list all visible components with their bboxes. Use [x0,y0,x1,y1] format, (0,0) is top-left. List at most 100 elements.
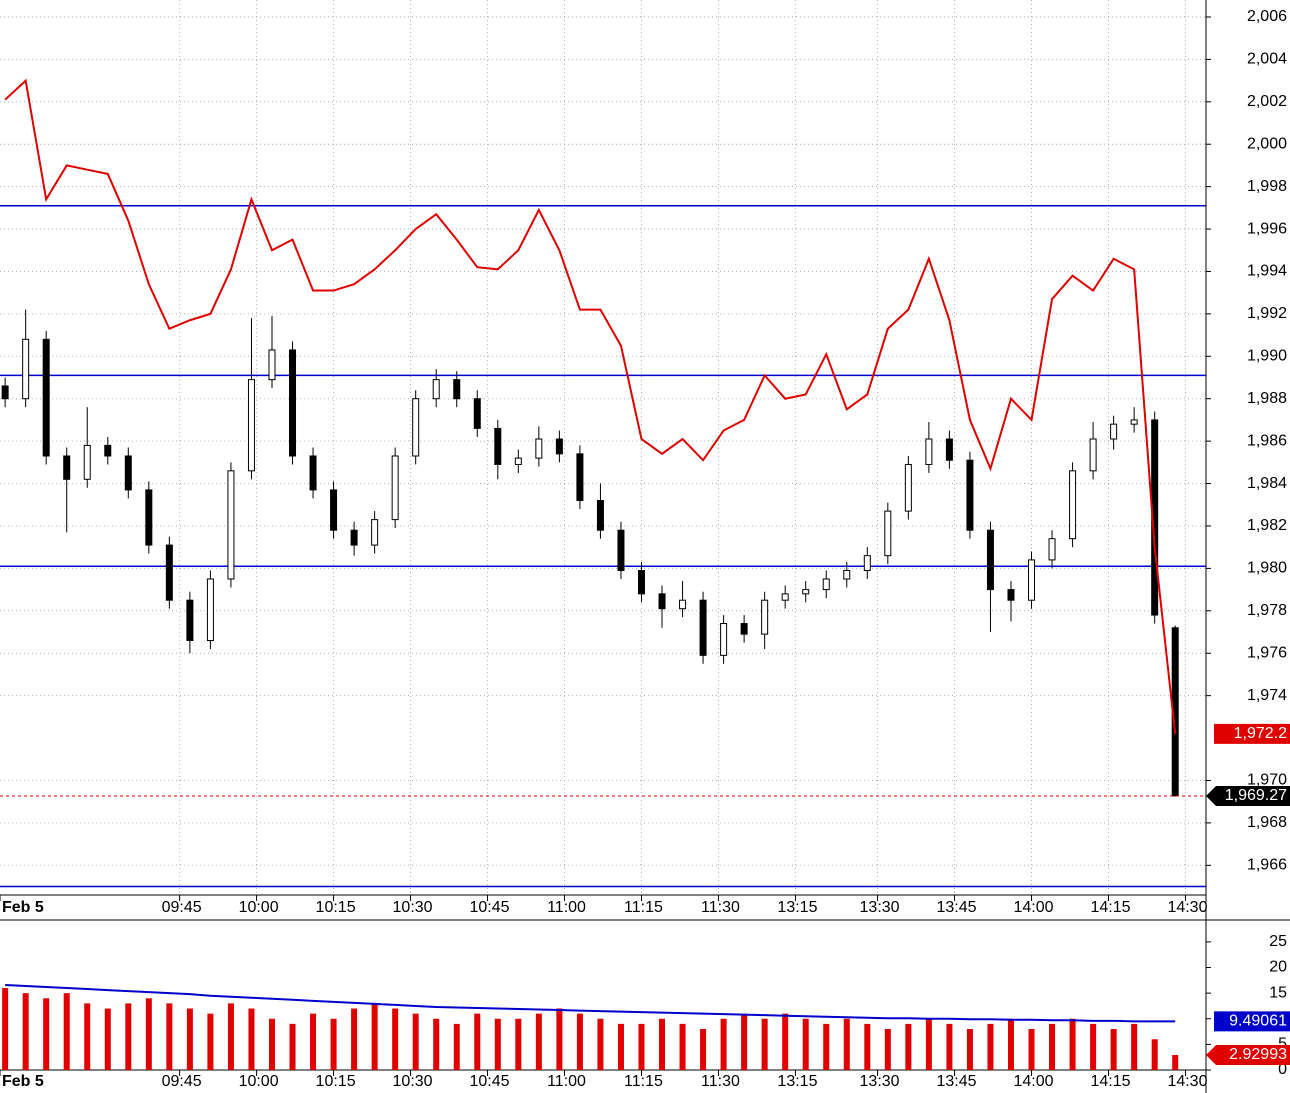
x-tick-label: 10:30 [393,899,433,916]
y-tick-label: 20 [1269,959,1287,976]
y-tick-label: 1,976 [1247,644,1287,661]
bar [946,1023,953,1070]
bar [1028,1029,1035,1070]
y-tick-label: 1,966 [1247,857,1287,874]
bar [186,1008,193,1070]
bar [43,998,50,1070]
candle-body [576,453,584,502]
bar [556,1008,563,1070]
x-tick-label: 11:30 [701,899,740,916]
bar [823,1023,830,1070]
candle-body [863,555,871,572]
candle-body [453,379,461,400]
value-badge [1206,785,1290,806]
x-tick-label: 11:15 [624,1073,663,1090]
x-tick-label: 10:45 [470,899,510,916]
y-tick-label: 1,970 [1247,772,1287,789]
bar [720,1018,727,1070]
candle-body [371,519,379,546]
y-tick-label: 1,996 [1247,220,1287,237]
candle-body [412,398,420,457]
candle-body [104,444,112,457]
y-tick-label: 1,978 [1247,602,1287,619]
candle-body [432,379,440,400]
bar [1007,1018,1014,1070]
candle-body [781,593,789,601]
y-tick-label: 1,982 [1247,517,1287,534]
bar [659,1018,666,1070]
bar [412,1013,419,1070]
bar [1172,1054,1179,1070]
bar [227,1003,234,1070]
candle-body [1028,559,1036,601]
y-tick-label: 1,968 [1247,814,1287,831]
bar [433,1018,440,1070]
x-tick-label: 10:00 [239,1073,279,1090]
candle-body [1110,423,1118,440]
x-tick-label: 14:30 [1167,899,1207,916]
candle-body [966,459,974,531]
candle-body [494,427,502,465]
candle-body [699,599,707,656]
bar [1049,1023,1056,1070]
y-tick-label: 1,974 [1247,687,1287,704]
candle-body [63,455,71,480]
bar [966,1029,973,1070]
bar [741,1013,748,1070]
candle-body [1069,470,1077,540]
candle-body [596,500,604,531]
candle-body [247,379,255,472]
x-tick-label: 11:00 [547,1073,586,1090]
bar [761,1018,768,1070]
bar [843,1018,850,1070]
value-badge-label: 1,969.27 [1225,787,1287,804]
candle-body [165,544,173,601]
candle-body [679,599,687,610]
bar [2,988,9,1070]
bar [884,1029,891,1070]
candle-body [761,599,769,635]
x-tick-label: 14:00 [1013,899,1053,916]
candle-body [945,438,953,461]
candle-body [535,438,543,459]
x-tick-label: 09:45 [162,899,202,916]
x-tick-label: 10:45 [470,1073,510,1090]
value-badge-label: 9.49061 [1229,1013,1287,1030]
candle-body [289,349,297,457]
x-tick-label: 14:15 [1090,899,1130,916]
candle-body [1130,419,1138,425]
bar [782,1013,789,1070]
candle-body [740,623,748,635]
bar [268,1018,275,1070]
candle-body [473,398,481,429]
bar [925,1018,932,1070]
bar [248,1008,255,1070]
y-tick-label: 1,986 [1247,432,1287,449]
candle-body [720,623,728,656]
x-tick-label: 10:15 [316,1073,356,1090]
y-tick-label: 2,002 [1247,93,1287,110]
bar [864,1023,871,1070]
bar [330,1018,337,1070]
y-tick-label: 1,990 [1247,348,1287,365]
y-tick-label: 0 [1278,1061,1287,1078]
candle-body [124,455,132,491]
candle-body [1089,438,1097,472]
value-badge [1214,1011,1290,1032]
x-tick-label: 10:30 [393,1073,433,1090]
bar [1131,1023,1138,1070]
candle-body [904,463,912,512]
x-tick-label: 13:30 [860,1073,900,1090]
candle-body [83,444,91,480]
candle-body [206,578,214,641]
candle-body [186,599,194,641]
bar [289,1023,296,1070]
y-tick-label: 2,006 [1247,8,1287,25]
candle-body [555,438,563,455]
x-tick-label: 11:00 [547,899,586,916]
y-tick-label: 1,984 [1247,475,1287,492]
y-tick-label: 2,004 [1247,51,1287,68]
bar [351,1008,358,1070]
x-tick-label: 11:15 [624,899,663,916]
line-series [5,983,1176,1023]
